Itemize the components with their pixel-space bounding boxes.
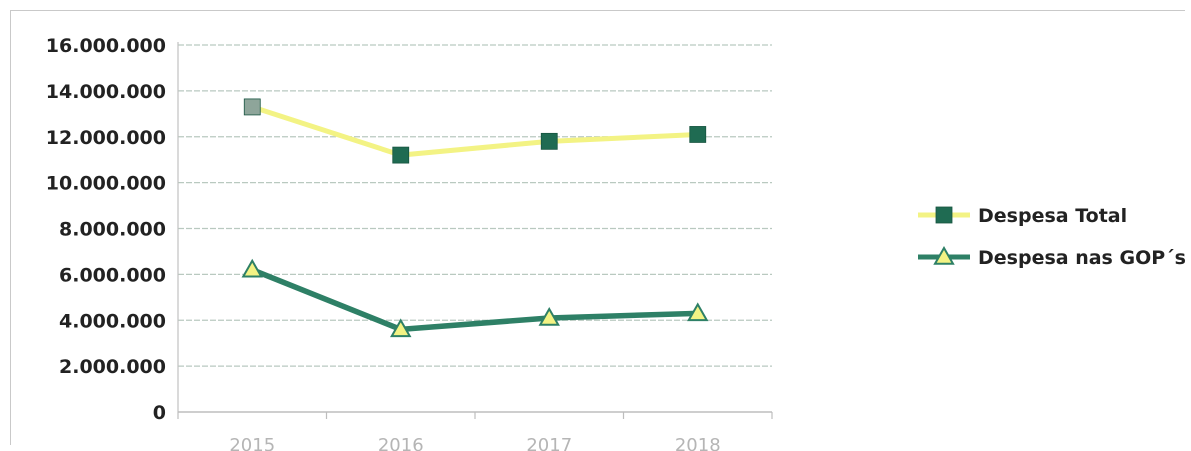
x-tick-label: 2016 bbox=[378, 435, 424, 451]
series-2 bbox=[241, 258, 709, 338]
data-point bbox=[392, 146, 410, 164]
x-tick-label: 2015 bbox=[229, 435, 275, 451]
data-point bbox=[687, 302, 709, 322]
x-tick-label: 2017 bbox=[526, 435, 572, 451]
y-tick-label: 8.000.000 bbox=[59, 219, 166, 241]
frame-left-border bbox=[10, 10, 11, 445]
y-tick-label: 12.000.000 bbox=[46, 127, 166, 149]
x-tick-label: 2018 bbox=[675, 435, 721, 451]
y-tick-label: 4.000.000 bbox=[59, 310, 166, 332]
legend-item-1: Despesa Total bbox=[918, 205, 1127, 227]
x-axis: 2015 2016 2017 2018 bbox=[177, 411, 773, 451]
legend-label: Despesa nas GOP´s bbox=[978, 247, 1186, 269]
y-axis: 0 2.000.000 4.000.000 6.000.000 8.000.000 10.… bbox=[46, 35, 179, 424]
data-point bbox=[540, 132, 558, 150]
series-1 bbox=[243, 98, 707, 164]
data-point bbox=[243, 98, 261, 116]
data-point bbox=[538, 306, 560, 326]
y-tick-label: 0 bbox=[153, 402, 166, 424]
legend-marker bbox=[933, 245, 955, 265]
series-group bbox=[241, 98, 709, 338]
legend: Despesa Total Despesa nas GOP´s bbox=[918, 205, 1186, 269]
data-point bbox=[689, 126, 707, 143]
legend-label: Despesa Total bbox=[978, 205, 1127, 227]
y-tick-label: 16.000.000 bbox=[46, 35, 166, 57]
legend-marker bbox=[935, 206, 953, 224]
y-tick-label: 2.000.000 bbox=[59, 356, 166, 378]
gridlines bbox=[178, 44, 772, 367]
frame-top-border bbox=[10, 10, 1185, 11]
y-tick-label: 10.000.000 bbox=[46, 173, 166, 195]
series-line bbox=[249, 267, 701, 333]
legend-item-2: Despesa nas GOP´s bbox=[918, 245, 1186, 269]
data-point bbox=[241, 258, 263, 278]
data-point bbox=[390, 318, 412, 338]
y-tick-label: 14.000.000 bbox=[46, 81, 166, 103]
y-tick-label: 6.000.000 bbox=[59, 264, 166, 286]
series-line bbox=[249, 104, 701, 158]
